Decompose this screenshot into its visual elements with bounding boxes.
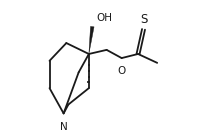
Polygon shape [89, 26, 94, 54]
Text: N: N [60, 122, 67, 132]
Text: S: S [141, 13, 148, 26]
Text: O: O [118, 66, 126, 76]
Text: OH: OH [96, 13, 112, 23]
